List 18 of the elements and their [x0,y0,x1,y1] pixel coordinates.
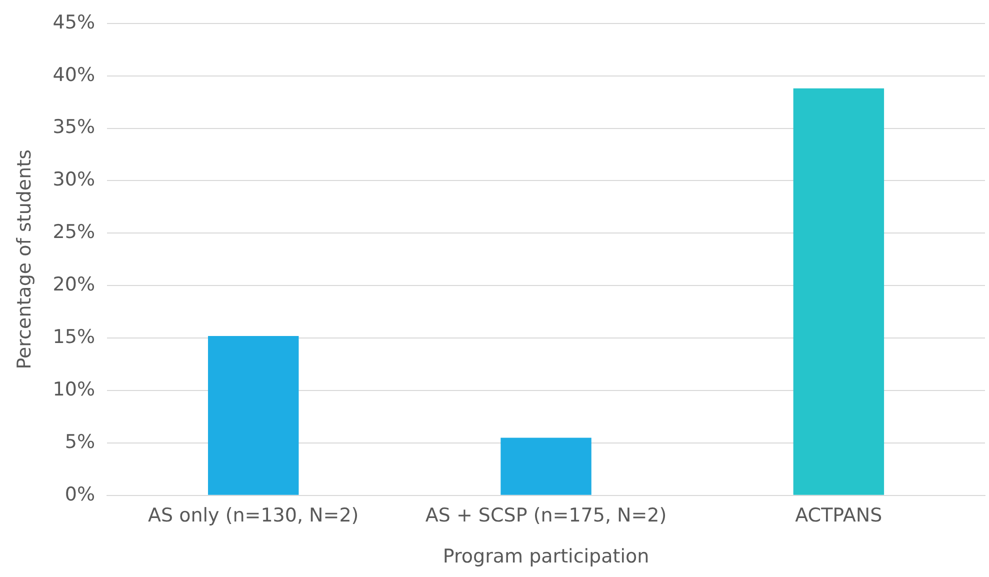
y-tick-label: 30% [52,168,96,191]
y-tick-label: 35% [52,116,96,138]
y-tick-label: 25% [52,221,96,244]
bar [500,438,592,495]
x-tick-label: ACTPANS [795,504,882,527]
y-tick-label: 10% [52,378,96,400]
bar [208,336,299,495]
y-tick-label: 45% [52,11,96,34]
y-tick-label: 40% [52,64,96,86]
x-tick-label: AS only (n=130, N=2) [148,504,359,527]
bar [793,88,884,495]
y-tick-label: 0% [64,483,96,506]
x-axis-title: Program participation [442,546,650,568]
y-axis-title: Percentage of students [13,149,36,370]
x-tick-label: AS + SCSP (n=175, N=2) [425,504,667,527]
y-tick-label: 5% [64,430,96,453]
y-tick-label: 20% [52,274,96,296]
y-tick-label: 15% [52,326,96,348]
